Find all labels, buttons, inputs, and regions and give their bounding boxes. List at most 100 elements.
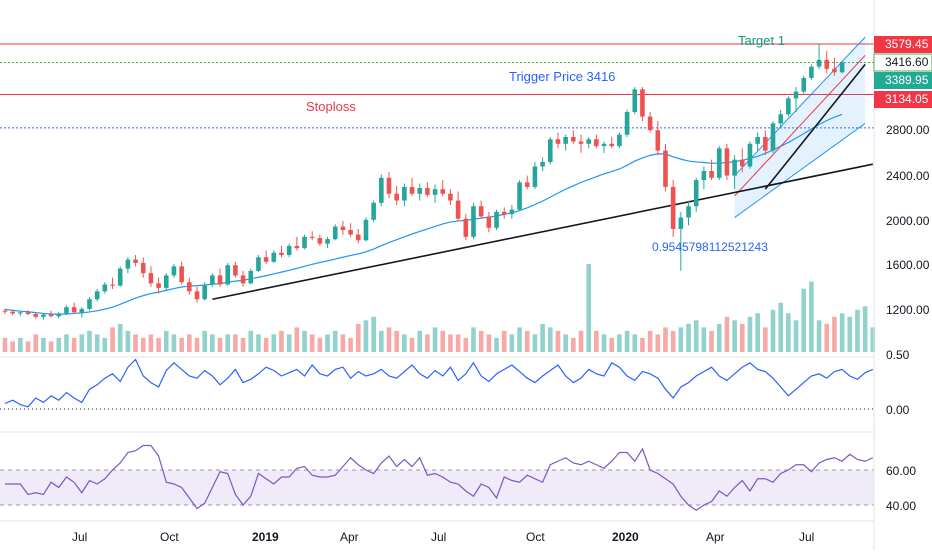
candle-body[interactable] [194,291,200,300]
candle-body[interactable] [663,150,668,187]
candle-body[interactable] [678,217,684,229]
candle-body[interactable] [647,116,653,131]
candle-body[interactable] [210,275,215,285]
candle-body[interactable] [41,314,46,317]
candle-body[interactable] [632,89,638,113]
candle-body[interactable] [471,206,476,237]
candle-body[interactable] [2,310,8,312]
candle-body[interactable] [225,265,231,285]
candle-body[interactable] [48,314,54,317]
candle-body[interactable] [686,206,691,218]
candle-body[interactable] [248,270,254,284]
candle-body[interactable] [25,312,31,314]
candle-body[interactable] [409,186,415,194]
candle-body[interactable] [133,259,138,263]
candle-body[interactable] [540,161,545,167]
candle-body[interactable] [33,314,39,317]
trendline[interactable] [212,163,874,301]
candle-body[interactable] [432,189,438,195]
candle-body[interactable] [294,245,300,249]
candle-body[interactable] [839,62,845,73]
candle-body[interactable] [163,275,169,288]
candle-body[interactable] [655,130,661,151]
candle-body[interactable] [217,275,223,285]
candle-body[interactable] [594,139,599,147]
candle-body[interactable] [309,236,315,238]
candle-body[interactable] [809,66,814,78]
candle-body[interactable] [763,136,768,151]
candle-body[interactable] [701,171,707,181]
candle-body[interactable] [325,239,330,244]
candle-body[interactable] [102,284,108,292]
candle-body[interactable] [256,257,261,271]
candle-body[interactable] [463,218,469,237]
candle-body[interactable] [417,188,423,194]
candle-body[interactable] [770,123,776,151]
candle-body[interactable] [747,143,753,167]
candle-body[interactable] [524,182,530,187]
candle-body[interactable] [509,209,515,215]
candle-body[interactable] [801,77,807,92]
candle-body[interactable] [478,206,484,217]
candle-body[interactable] [363,219,369,241]
candle-body[interactable] [355,234,361,241]
candle-body[interactable] [64,307,69,314]
candle-body[interactable] [156,283,161,288]
candle-body[interactable] [494,211,499,228]
candle-body[interactable] [340,226,346,231]
candle-body[interactable] [455,200,461,219]
candle-body[interactable] [732,159,737,176]
candle-body[interactable] [233,265,238,276]
candle-body[interactable] [371,202,376,220]
candle-body[interactable] [778,114,783,124]
candle-body[interactable] [586,139,591,144]
candle-body[interactable] [601,143,607,147]
candle-body[interactable] [786,98,791,115]
candle-body[interactable] [816,59,822,67]
candle-body[interactable] [617,134,622,147]
candle-body[interactable] [386,177,392,194]
candle-body[interactable] [716,148,722,178]
candle-body[interactable] [379,177,384,203]
candle-body[interactable] [79,308,85,313]
candle-body[interactable] [202,284,207,300]
candle-body[interactable] [440,189,446,194]
candle-body[interactable] [171,266,177,276]
trendline[interactable] [764,63,866,190]
candle-body[interactable] [532,166,538,187]
candle-body[interactable] [94,291,100,300]
candle-body[interactable] [724,148,730,176]
candle-body[interactable] [739,159,745,167]
time-axis[interactable]: Jul Oct 2019 Apr Jul Oct 2020 Apr Jul [72,530,814,544]
candle-body[interactable] [624,112,630,135]
candle-body[interactable] [87,299,92,309]
candle-body[interactable] [563,136,568,144]
candle-body[interactable] [501,211,507,215]
candle-body[interactable] [402,186,407,201]
candle-body[interactable] [317,237,323,244]
candle-body[interactable] [117,268,123,286]
candle-body[interactable] [348,230,353,235]
candle-body[interactable] [578,141,584,144]
candle-body[interactable] [10,311,15,314]
candle-body[interactable] [263,257,269,262]
candle-body[interactable] [125,259,131,269]
candle-body[interactable] [140,262,146,274]
candle-body[interactable] [670,186,676,229]
candle-body[interactable] [755,136,760,144]
candle-body[interactable] [609,143,615,147]
candle-body[interactable] [271,252,277,262]
candle-body[interactable] [71,307,77,313]
candle-body[interactable] [832,68,837,73]
candle-body[interactable] [824,59,830,69]
candle-body[interactable] [286,245,292,255]
candle-body[interactable] [302,236,307,249]
candle-body[interactable] [793,91,799,99]
candlesticks[interactable] [2,43,845,320]
candle-body[interactable] [571,136,576,142]
candle-body[interactable] [547,139,553,162]
candle-body[interactable] [517,182,522,210]
candle-body[interactable] [332,226,338,240]
